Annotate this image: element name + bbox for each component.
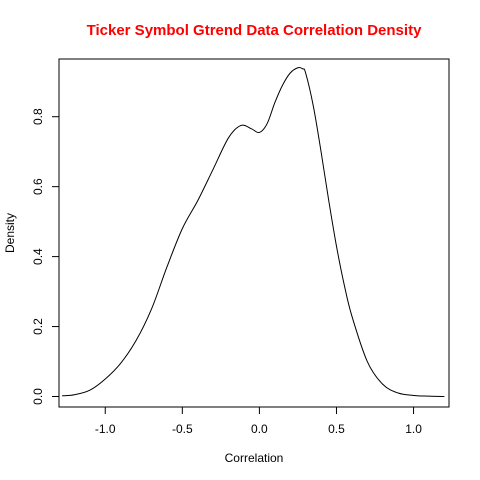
x-tick-label: -0.5	[172, 422, 193, 436]
chart-title: Ticker Symbol Gtrend Data Correlation De…	[87, 22, 422, 39]
y-axis: 0.0 0.2 0.4 0.6 0.8	[31, 108, 60, 405]
y-tick-label: 0.4	[31, 248, 45, 265]
x-axis-label: Correlation	[225, 451, 284, 465]
y-tick-label: 0.8	[31, 108, 45, 125]
y-tick-label: 0.0	[31, 388, 45, 405]
x-axis: -1.0 -0.5 0.0 0.5 1.0	[95, 406, 422, 436]
y-tick-label: 0.6	[31, 178, 45, 195]
density-curve	[62, 66, 445, 398]
plot-frame	[58, 58, 450, 408]
x-tick-label: 1.0	[405, 422, 422, 436]
x-tick-label: 0.0	[251, 422, 268, 436]
x-tick-label: 0.5	[328, 422, 345, 436]
y-tick-label: 0.2	[31, 318, 45, 335]
y-axis-label: Density	[3, 213, 17, 253]
x-tick-label: -1.0	[95, 422, 116, 436]
